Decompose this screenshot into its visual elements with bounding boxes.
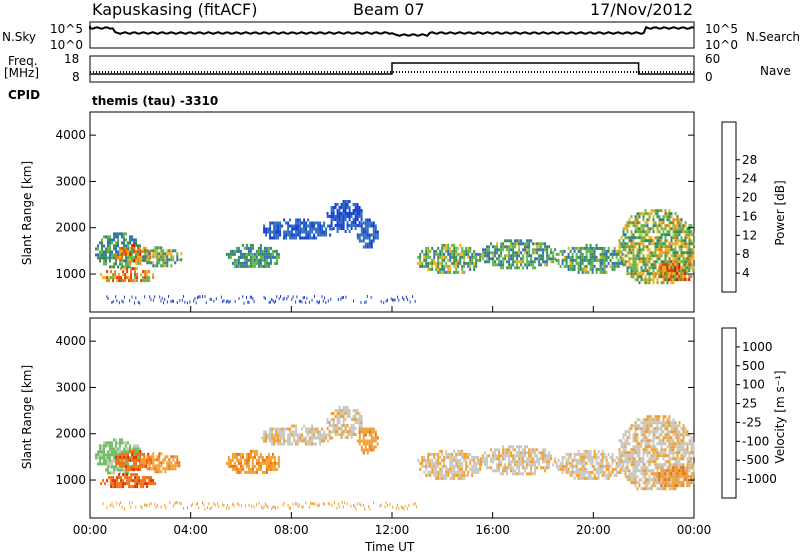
colorbar-tick-label: 20 [742, 191, 757, 205]
colorbar-tick-label: 100 [742, 378, 765, 392]
y-tick-label: 4000 [55, 128, 86, 142]
x-tick-label: 04:00 [173, 523, 208, 537]
nave-label: Nave [760, 64, 791, 78]
power-scatter-region [263, 218, 334, 240]
y-tick-label: 3000 [55, 380, 86, 394]
power-scatter-region [115, 243, 152, 265]
power-scatter-region [326, 200, 363, 233]
y-tick-label: 3000 [55, 174, 86, 188]
nsearch-lo-label: 10^0 [705, 38, 738, 52]
colorbar-tick-label: 16 [742, 209, 757, 223]
y-tick-label: 2000 [55, 427, 86, 441]
colorbar-tick-label: -500 [742, 453, 769, 467]
colorbar-tick-label: 4 [742, 266, 750, 280]
power-scatter-region [480, 239, 557, 270]
colorbar-tick-label: 1000 [742, 340, 773, 354]
power-scatter-region [417, 243, 482, 274]
y-tick-label: 2000 [55, 221, 86, 235]
velocity-scatter-region [356, 427, 379, 455]
y-tick-label: 4000 [55, 334, 86, 348]
x-tick-label: 12:00 [375, 523, 410, 537]
time-xlabel: Time UT [365, 540, 415, 554]
nsearch-label: N.Search [746, 30, 800, 44]
velocity-scatter-region [225, 449, 280, 474]
velocity-scatter-region [555, 449, 624, 480]
power-noise-band [106, 294, 416, 305]
colorbar-frame [721, 327, 737, 499]
colorbar-tick-label: 12 [742, 228, 757, 242]
freq-strip [89, 55, 695, 83]
colorbar-tick-label: 8 [742, 247, 750, 261]
colorbar-tick-label: -25 [742, 415, 762, 429]
nsky-lo-label: 10^0 [50, 38, 83, 52]
colorbar-tick-label: 24 [742, 172, 757, 186]
station-title: Kapuskasing (fitACF) [92, 0, 258, 19]
nave-trace [90, 62, 694, 75]
nsky-label: N.Sky [2, 30, 37, 44]
freq-label: Freq. [8, 54, 38, 68]
y-tick-label: 1000 [55, 473, 86, 487]
velocity-scatter-region [261, 424, 334, 446]
velocity-noise-band [102, 500, 417, 511]
velocity-scatter-region [326, 406, 363, 439]
power-scatter-region [142, 246, 183, 268]
power-scatter-region [100, 267, 155, 283]
power-scatter-region [356, 218, 379, 249]
nsky-trace [89, 25, 695, 37]
colorbar-tick-label: -100 [742, 434, 769, 448]
nsearch-hi-label: 10^5 [705, 22, 738, 36]
freq-unit-label: [MHz] [4, 66, 40, 80]
x-tick-label: 20:00 [576, 523, 611, 537]
velocity-scatter-region [656, 466, 695, 488]
velocity-scatter-region [140, 452, 181, 474]
power-scatter-region [225, 243, 280, 268]
colorbar-tick-label: 25 [742, 397, 757, 411]
program-label: themis (tau) -3310 [92, 94, 219, 108]
y-tick-label: 1000 [55, 267, 86, 281]
colorbar-tick-label: 28 [742, 153, 757, 167]
date-title: 17/Nov/2012 [590, 0, 694, 19]
velocity-scatter-region [100, 473, 157, 489]
velocity-panel-frame [89, 317, 695, 519]
cpid-label: CPID [8, 88, 41, 102]
velocity-scatter-region [618, 415, 695, 491]
x-tick-label: 00:00 [677, 523, 712, 537]
x-tick-label: 08:00 [274, 523, 309, 537]
colorbar-tick-label: -1000 [742, 472, 777, 486]
colorbar-frame [721, 121, 737, 293]
velocity-scatter-region [417, 449, 482, 480]
freq-lo-label: 8 [72, 70, 80, 84]
beam-title: Beam 07 [353, 0, 425, 19]
velocity-scatter-region [480, 445, 557, 476]
power-panel-frame [89, 111, 695, 313]
x-tick-label: 00:00 [73, 523, 108, 537]
colorbar-tick-label: 500 [742, 359, 765, 373]
nsky-strip [89, 21, 695, 49]
power-scatter-region [555, 243, 624, 274]
x-tick-label: 16:00 [475, 523, 510, 537]
nsky-hi-label: 10^5 [50, 22, 83, 36]
power-scatter-region [658, 260, 695, 282]
nave-hi-label: 60 [705, 52, 721, 66]
freq-hi-label: 18 [64, 52, 80, 66]
nave-lo-label: 0 [705, 70, 713, 84]
